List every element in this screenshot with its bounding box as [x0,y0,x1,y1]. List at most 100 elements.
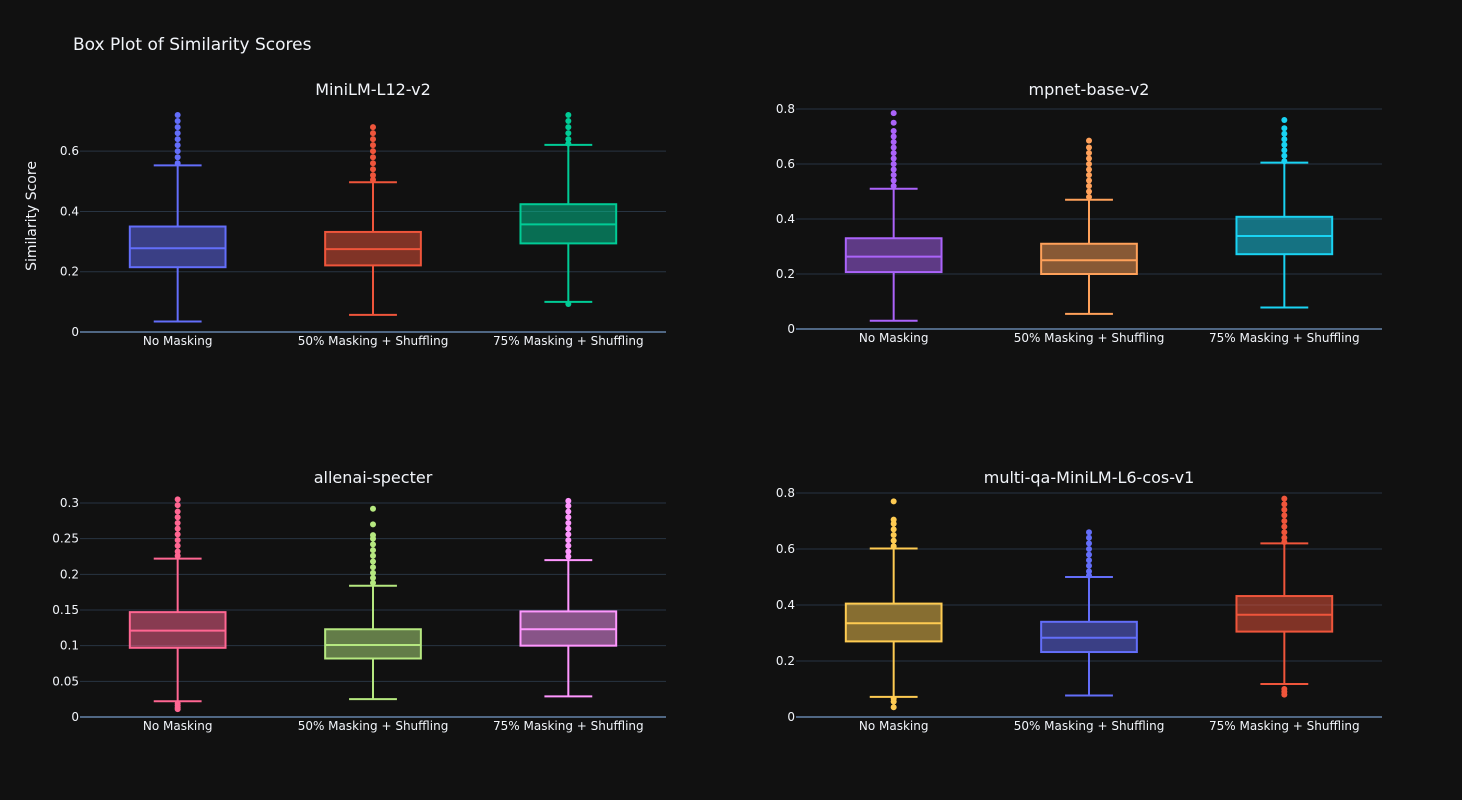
outlier-point [370,148,376,155]
outlier-point [1281,512,1288,519]
box-2 [324,124,422,316]
x-tick-label: No Masking [143,334,213,348]
outlier-point [174,514,181,521]
outlier-point [370,166,376,173]
outlier-point [1281,141,1288,148]
outlier-point [1281,147,1288,154]
outlier-point [1086,172,1092,178]
outlier-point [890,139,897,145]
y-tick-label: 0 [71,325,79,339]
outlier-point [1086,546,1092,552]
outlier-point [370,552,376,559]
x-tick-label: No Masking [143,719,213,733]
box-1 [128,112,227,323]
outlier-point [370,124,376,131]
y-tick-label: 0.8 [776,102,795,116]
box-1 [844,498,943,711]
outlier-point [370,130,376,137]
outlier-point [1281,136,1288,143]
outlier-point [1281,158,1288,165]
outlier-point [565,118,572,125]
outlier-point [1086,534,1092,541]
y-tick-label: 0.15 [52,603,79,617]
outlier-point [174,537,181,544]
outlier-point [1281,539,1288,545]
box-2 [324,505,422,701]
outlier-point [890,543,897,550]
y-tick-label: 0.6 [776,157,795,171]
outlier-point [1086,150,1092,156]
outlier-point [1086,557,1092,564]
y-tick-label: 0 [787,710,795,724]
subplot-title: multi-qa-MiniLM-L6-cos-v1 [984,468,1195,487]
outlier-point [370,532,376,539]
outlier-point [174,525,181,532]
x-tick-label: 50% Masking + Shuffling [1014,719,1165,733]
outlier-point [565,130,572,137]
outlier-point [370,579,376,586]
outlier-point [890,144,897,151]
outlier-point [890,704,897,711]
x-tick-label: 50% Masking + Shuffling [298,334,449,348]
outlier-point [1086,188,1092,195]
box-2 [1040,529,1138,697]
outlier-point [565,508,572,515]
outlier-point [174,148,181,155]
outlier-point [890,150,897,156]
outlier-point [174,542,181,549]
outlier-point [370,176,376,183]
outlier-point [1281,501,1288,508]
outlier-point [174,552,181,559]
outlier-point [370,142,376,149]
y-tick-label: 0.2 [776,654,795,668]
outlier-point [370,505,376,512]
outlier-point [370,574,376,581]
outlier-point [1086,161,1092,167]
x-tick-label: 75% Masking + Shuffling [493,719,644,733]
x-tick-label: 50% Masking + Shuffling [298,719,449,733]
outlier-point [565,124,572,131]
y-tick-label: 0.05 [52,674,79,688]
subplot-title: MiniLM-L12-v2 [315,80,431,99]
outlier-point [1281,125,1288,132]
subplot-panels: MiniLM-L12-v2 0 0.2 0.4 0.6 No Masking 50% Mas… [52,80,1382,733]
outlier-point [565,140,572,147]
outlier-point [174,154,181,161]
subplot-title: allenai-specter [314,468,433,487]
outlier-point [174,508,181,515]
outlier-point [174,519,181,526]
outlier-point [890,128,897,134]
outlier-point [565,112,572,119]
y-tick-label: 0.4 [60,204,79,218]
subplot-4: multi-qa-MiniLM-L6-cos-v1 0 0.2 0.4 0.6 0.8 No… [776,468,1382,733]
y-tick-label: 0 [71,710,79,724]
subplot-3: allenai-specter 0 0.05 0.1 0.15 0.2 0.25 0.3 No … [52,468,666,733]
y-tick-label: 0.6 [60,144,79,158]
outlier-point [1086,540,1092,547]
iqr-box [844,237,943,274]
box-3 [1235,495,1334,698]
y-tick-label: 0.2 [60,567,79,581]
y-tick-label: 0 [787,322,795,336]
outlier-point [890,119,897,126]
outlier-point [1086,183,1092,189]
subplot-title: mpnet-base-v2 [1029,80,1150,99]
outlier-point [890,498,897,505]
y-axis-label: Similarity Score [24,161,40,271]
iqr-box [128,225,227,269]
y-tick-label: 0.8 [776,486,795,500]
iqr-box [1040,242,1138,275]
x-tick-label: 75% Masking + Shuffling [1209,719,1360,733]
outlier-point [890,520,897,527]
subplot-1: MiniLM-L12-v2 0 0.2 0.4 0.6 No Masking 50% Mas… [60,80,666,348]
outlier-point [174,548,181,555]
box-3 [519,112,618,307]
outlier-point [890,133,897,140]
outlier-point [890,177,897,184]
outlier-point [1086,177,1092,184]
outlier-point [370,541,376,548]
outlier-point [890,532,897,538]
outlier-point [565,502,572,509]
outlier-point [1281,691,1288,698]
